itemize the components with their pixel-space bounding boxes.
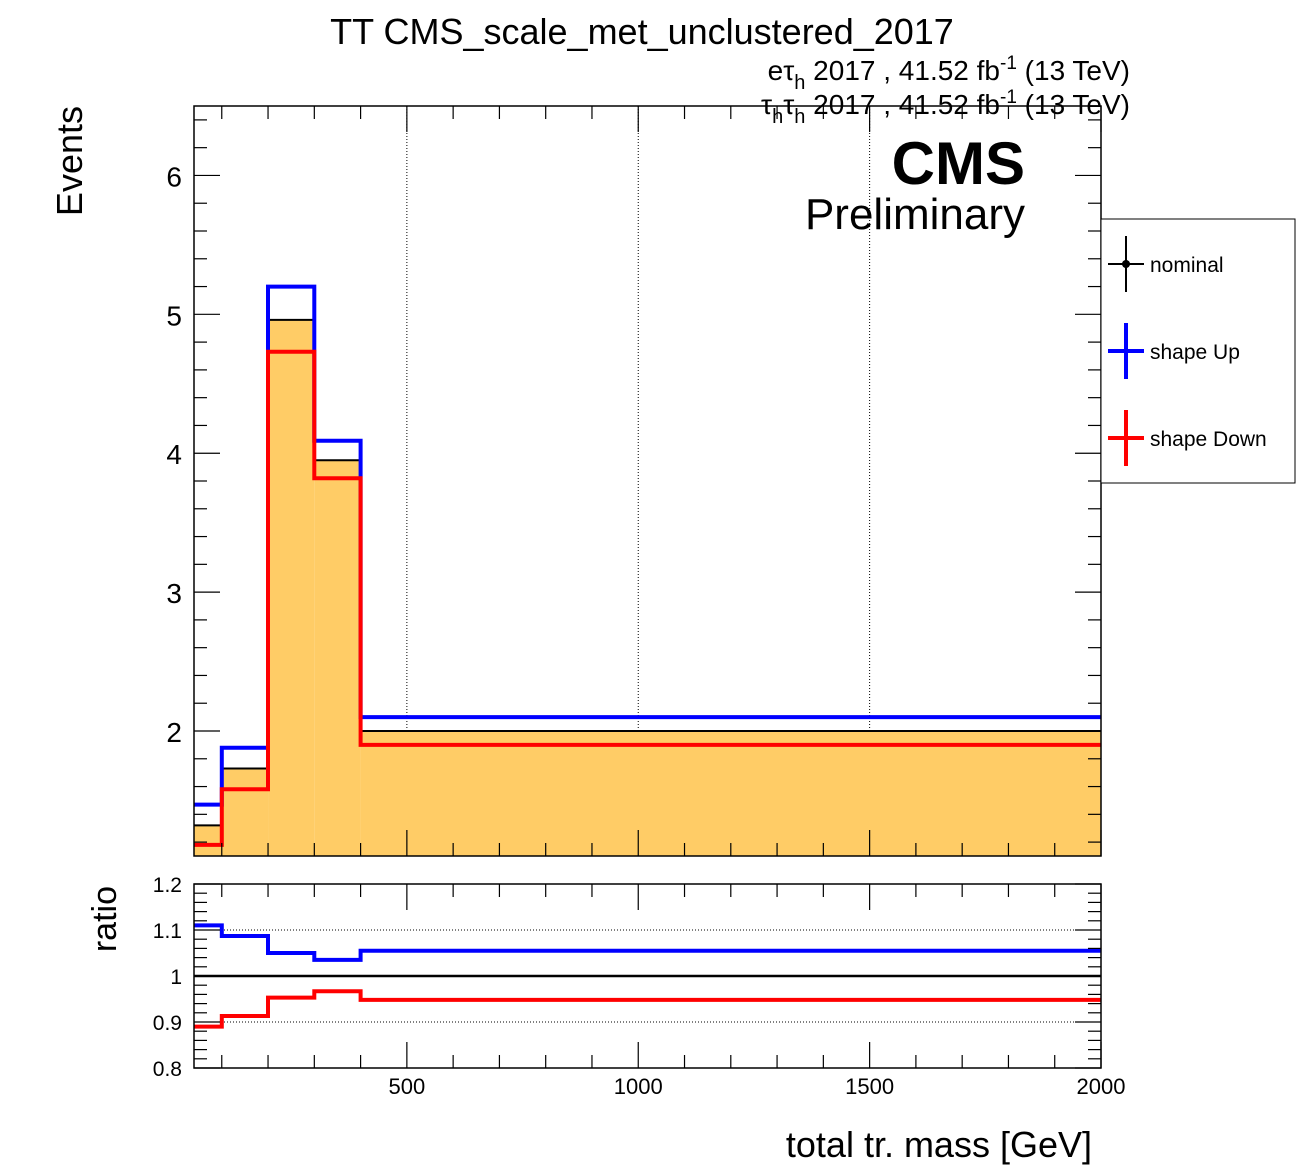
preliminary-label: Preliminary bbox=[805, 190, 1025, 239]
legend-item-shape-down: shape Down bbox=[1108, 410, 1267, 466]
nominal-bar bbox=[194, 825, 222, 856]
legend: nominal shape Up shape Down bbox=[1100, 218, 1296, 484]
nominal-bar bbox=[360, 731, 1101, 856]
legend-item-nominal: nominal bbox=[1108, 236, 1224, 292]
legend-label: shape Down bbox=[1150, 428, 1267, 451]
y-axis-title: Events bbox=[49, 106, 90, 216]
nominal-bar bbox=[221, 768, 269, 856]
nominal-bar bbox=[268, 319, 315, 856]
y-tick-label: 4 bbox=[166, 439, 182, 470]
y-tick-label: 5 bbox=[166, 300, 182, 331]
legend-marker bbox=[1122, 260, 1130, 268]
x-axis-title: total tr. mass [GeV] bbox=[786, 1124, 1092, 1165]
x-tick-label: 500 bbox=[389, 1074, 426, 1099]
series-shape-down-line bbox=[194, 349, 1101, 847]
cms-label: CMS bbox=[892, 130, 1025, 197]
ratio-y-tick-label: 0.9 bbox=[153, 1012, 182, 1035]
ratio-y-tick-label: 0.8 bbox=[153, 1058, 182, 1081]
legend-label: nominal bbox=[1150, 254, 1224, 277]
x-tick-label: 1000 bbox=[614, 1074, 663, 1099]
ratio-shape-down-line bbox=[194, 989, 1101, 1029]
ratio-y-tick-label: 1.2 bbox=[153, 874, 182, 897]
ratio-y-tick-label: 1 bbox=[170, 966, 182, 989]
main-plot-area: 2 3 4 5 6 bbox=[166, 105, 1102, 857]
legend-item-shape-up: shape Up bbox=[1108, 323, 1240, 379]
ratio-y-tick-label: 1.1 bbox=[153, 920, 182, 943]
nominal-bar bbox=[314, 460, 361, 856]
ratio-shape-up-line bbox=[194, 923, 1101, 962]
ratio-y-axis-title: ratio bbox=[86, 886, 124, 952]
lumi-label-tautau: τhτh 2017 , 41.52 fb-1 (13 TeV) bbox=[761, 87, 1130, 128]
y-tick-label: 6 bbox=[166, 161, 182, 192]
y-tick-label: 3 bbox=[166, 578, 182, 609]
x-tick-label: 2000 bbox=[1077, 1074, 1126, 1099]
legend-label: shape Up bbox=[1150, 341, 1240, 364]
x-tick-label: 1500 bbox=[845, 1074, 894, 1099]
ratio-plot-area: 0.8 0.9 1 1.1 1.2 500 1000 1500 2000 bbox=[153, 874, 1126, 1099]
lumi-label-etau: eτh 2017 , 41.52 fb-1 (13 TeV) bbox=[768, 53, 1130, 94]
y-tick-label: 2 bbox=[166, 717, 182, 748]
chart-title: TT CMS_scale_met_unclustered_2017 bbox=[330, 11, 954, 52]
